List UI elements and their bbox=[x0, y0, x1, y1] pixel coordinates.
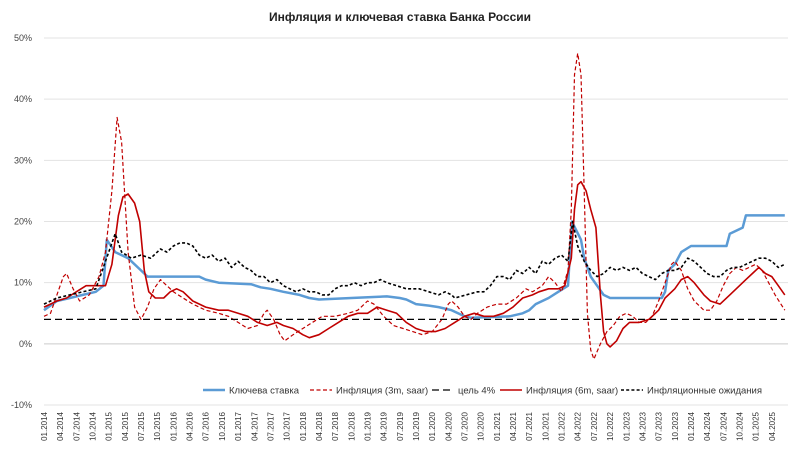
y-tick-label: 20% bbox=[14, 217, 32, 227]
x-tick-label: 01.2014 bbox=[40, 411, 49, 440]
x-tick-label: 04.2025 bbox=[768, 411, 777, 440]
x-tick-label: 04.2015 bbox=[121, 411, 130, 440]
x-tick-label: 07.2021 bbox=[525, 411, 534, 440]
x-tick-label: 04.2023 bbox=[638, 411, 647, 440]
x-tick-label: 01.2017 bbox=[234, 411, 243, 440]
legend-label-1: Инфляция (3m, saar) bbox=[336, 386, 428, 397]
x-tick-label: 01.2018 bbox=[299, 411, 308, 440]
x-tick-label: 04.2014 bbox=[56, 411, 65, 440]
x-tick-label: 10.2017 bbox=[283, 411, 292, 440]
x-tick-label: 04.2022 bbox=[574, 411, 583, 440]
series-lines bbox=[43, 52, 786, 360]
x-tick-label: 07.2019 bbox=[396, 411, 405, 440]
x-tick-label: 10.2014 bbox=[89, 411, 98, 440]
legend-label-3: Инфляция (6m, saar) bbox=[526, 386, 618, 397]
x-tick-label: 10.2023 bbox=[671, 411, 680, 440]
series-line-1 bbox=[43, 52, 786, 360]
y-tick-label: 50% bbox=[14, 33, 32, 43]
x-tick-label: 04.2020 bbox=[444, 411, 453, 440]
x-tick-label: 10.2024 bbox=[735, 411, 744, 440]
y-tick-label: 30% bbox=[14, 155, 32, 165]
x-tick-label: 10.2018 bbox=[347, 411, 356, 440]
legend-label-2: цель 4% bbox=[458, 386, 496, 397]
x-tick-label: 07.2023 bbox=[655, 411, 664, 440]
x-tick-label: 01.2025 bbox=[752, 411, 761, 440]
series-line-3 bbox=[43, 180, 786, 348]
x-tick-label: 07.2024 bbox=[719, 411, 728, 440]
x-tick-label: 10.2015 bbox=[153, 411, 162, 440]
x-tick-label: 01.2023 bbox=[622, 411, 631, 440]
x-tick-label: 07.2018 bbox=[331, 411, 340, 440]
legend-label-0: Ключева ставка bbox=[229, 386, 300, 397]
x-tick-label: 07.2022 bbox=[590, 411, 599, 440]
x-tick-label: 07.2020 bbox=[461, 411, 470, 440]
x-tick-label: 07.2014 bbox=[72, 411, 81, 440]
legend: Ключева ставка Инфляция (3m, saar) цель 4%… bbox=[203, 386, 762, 397]
x-axis-ticks: 01.2014 04.2014 07.2014 10.2014 01.2015 04.20… bbox=[40, 411, 777, 440]
y-tick-label: 0% bbox=[19, 339, 32, 349]
series-line-0 bbox=[43, 214, 785, 320]
x-tick-label: 07.2015 bbox=[137, 411, 146, 440]
x-tick-label: 01.2015 bbox=[105, 411, 114, 440]
x-tick-label: 04.2024 bbox=[703, 411, 712, 440]
x-tick-label: 04.2018 bbox=[315, 411, 324, 440]
y-axis-ticks: -10% 0% 10% 20% 30% 40% 50% bbox=[11, 33, 32, 410]
x-tick-label: 10.2021 bbox=[541, 411, 550, 440]
x-tick-label: 01.2022 bbox=[558, 411, 567, 440]
x-tick-label: 10.2022 bbox=[606, 411, 615, 440]
x-tick-label: 01.2021 bbox=[493, 411, 502, 440]
x-tick-label: 04.2021 bbox=[509, 411, 518, 440]
x-tick-label: 07.2017 bbox=[266, 411, 275, 440]
x-tick-label: 01.2024 bbox=[687, 411, 696, 440]
y-tick-label: 10% bbox=[14, 278, 32, 288]
x-tick-label: 10.2019 bbox=[412, 411, 421, 440]
y-tick-label: -10% bbox=[11, 400, 32, 410]
x-tick-label: 01.2019 bbox=[363, 411, 372, 440]
x-tick-label: 01.2020 bbox=[428, 411, 437, 440]
chart-title: Инфляция и ключевая ставка Банка России bbox=[268, 10, 532, 24]
series-line-4 bbox=[43, 220, 786, 305]
legend-label-4: Инфляционные ожидания bbox=[647, 386, 762, 397]
x-tick-label: 10.2020 bbox=[477, 411, 486, 440]
y-tick-label: 40% bbox=[14, 94, 32, 104]
gridlines bbox=[44, 37, 788, 406]
x-tick-label: 01.2016 bbox=[169, 411, 178, 440]
x-tick-label: 07.2016 bbox=[202, 411, 211, 440]
x-tick-label: 04.2016 bbox=[186, 411, 195, 440]
x-tick-label: 10.2016 bbox=[218, 411, 227, 440]
x-tick-label: 04.2019 bbox=[380, 411, 389, 440]
x-tick-label: 04.2017 bbox=[250, 411, 259, 440]
